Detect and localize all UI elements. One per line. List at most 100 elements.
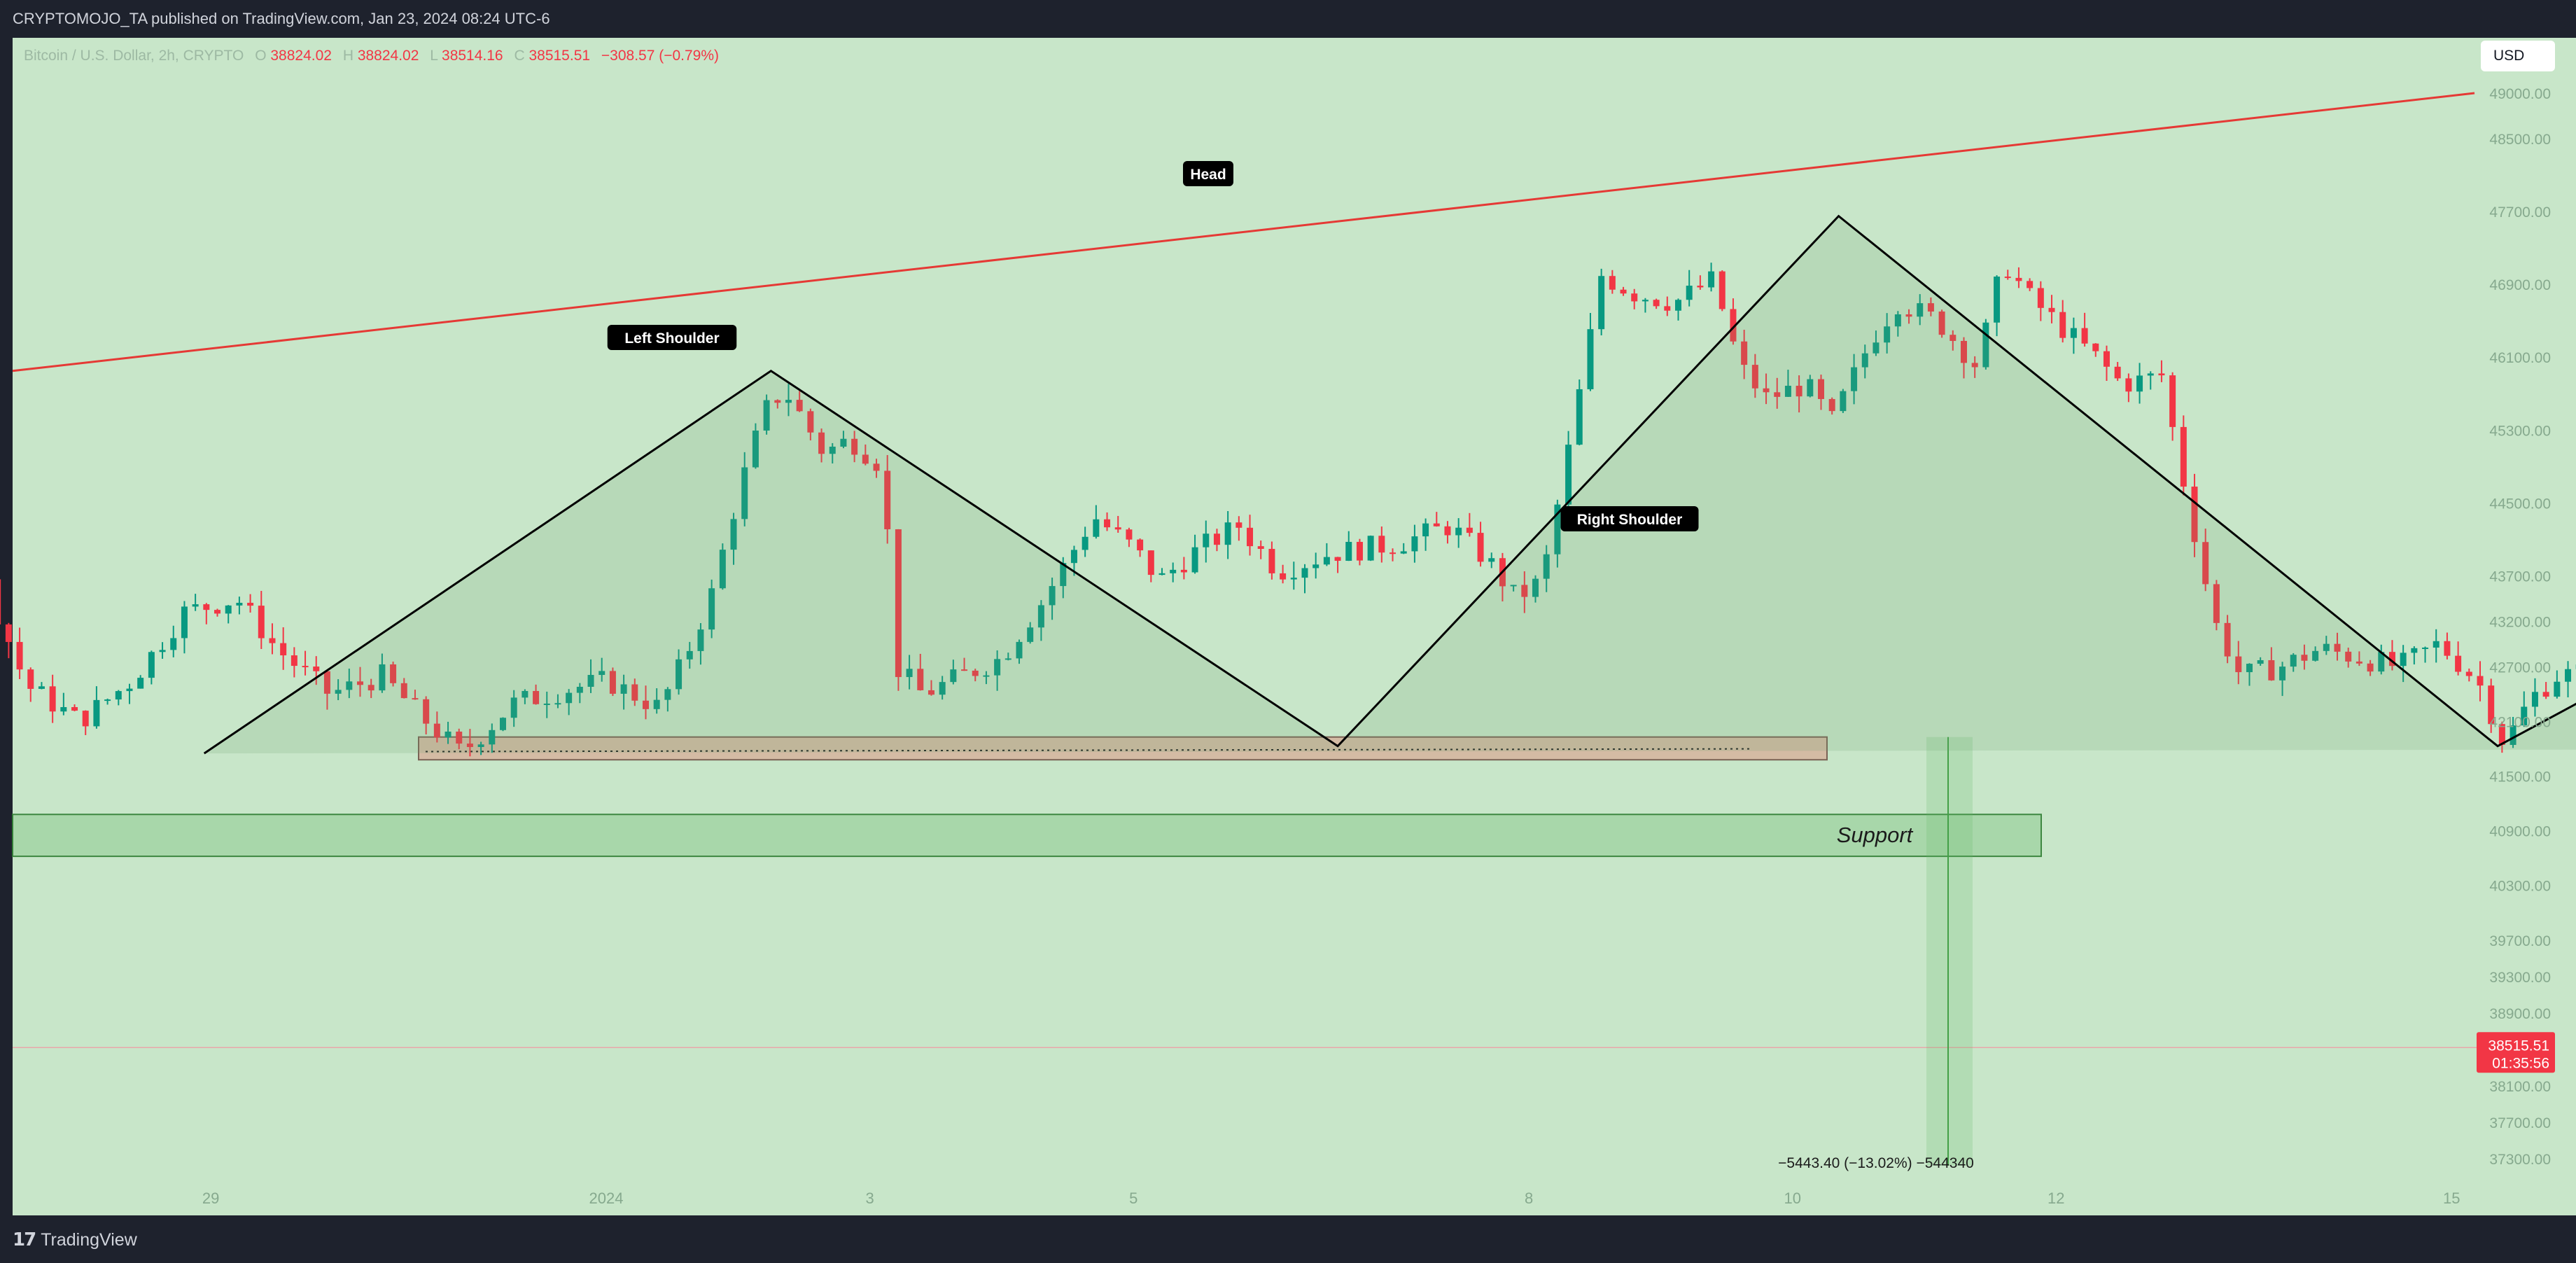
- candle-up: [676, 659, 682, 690]
- candle-down: [269, 638, 276, 643]
- price-axis[interactable]: [2477, 38, 2576, 1215]
- candle-down: [1905, 314, 1912, 317]
- candle-up: [225, 605, 232, 614]
- candle-up: [620, 684, 627, 694]
- candle-down: [2202, 542, 2209, 585]
- candle-down: [1356, 541, 1363, 561]
- candle-down: [927, 690, 934, 695]
- candle-down: [1147, 550, 1154, 575]
- legend-symbol: Bitcoin / U.S. Dollar, 2h, CRYPTO: [24, 48, 244, 64]
- chart-area[interactable]: [13, 38, 2477, 1215]
- candle-up: [2378, 652, 2385, 672]
- candle-up: [1488, 558, 1495, 562]
- candle-down: [290, 655, 298, 667]
- candle-up: [1851, 367, 1858, 391]
- legend-c-value: 38515.51: [528, 48, 590, 64]
- last-price-value: 38515.51: [2488, 1038, 2549, 1054]
- candle-up: [983, 675, 990, 677]
- candle-up: [1400, 551, 1407, 554]
- candle-up: [181, 606, 188, 639]
- candle-down: [2444, 641, 2451, 656]
- candle-down: [972, 670, 979, 676]
- neckline-zone: [418, 736, 1828, 761]
- candle-down: [280, 643, 287, 656]
- candle-up: [93, 699, 100, 727]
- tradingview-logo[interactable]: 17 TradingView: [13, 1228, 137, 1252]
- candle-down: [884, 470, 891, 529]
- candle-down: [456, 731, 463, 744]
- candle-down: [851, 438, 858, 455]
- candle-up: [379, 664, 386, 691]
- candle-down: [1444, 526, 1451, 536]
- head-label-bg: [1183, 161, 1233, 186]
- candle-down: [1751, 365, 1758, 389]
- candle-down: [2191, 487, 2198, 543]
- candle-up: [1708, 271, 1715, 288]
- candle-up: [1191, 547, 1198, 573]
- candle-up: [1576, 389, 1583, 445]
- candle-down: [1620, 289, 1627, 294]
- candle-up: [2257, 660, 2264, 664]
- candle-up: [2411, 648, 2418, 653]
- candle-up: [543, 703, 550, 705]
- candle-down: [2059, 312, 2066, 338]
- candle-up: [1565, 445, 1572, 505]
- candle-up: [2147, 373, 2154, 376]
- candle-down: [2037, 288, 2044, 308]
- candle-up: [1049, 586, 1056, 606]
- candle-up: [236, 602, 243, 606]
- neckline-dotted-line: [425, 748, 1751, 753]
- candle-up: [1170, 569, 1177, 573]
- candle-up: [719, 550, 726, 589]
- candle-down: [1741, 341, 1748, 365]
- candle-down: [1477, 533, 1484, 562]
- price-tick-label: 46100.00: [2489, 350, 2551, 366]
- candle-down: [5, 624, 12, 642]
- candle-up: [2136, 375, 2143, 392]
- publish-header: CRYPTOMOJO_TA published on TradingView.c…: [0, 0, 2576, 38]
- left-shoulder-label-bg: [607, 325, 737, 350]
- candle-up: [587, 675, 594, 687]
- candle-down: [1938, 311, 1945, 335]
- time-tick-label: 29: [202, 1189, 219, 1207]
- legend-o-value: 38824.02: [270, 48, 332, 64]
- candle-up: [1345, 541, 1352, 561]
- price-tick-label: 43200.00: [2489, 614, 2551, 630]
- candle-up: [1587, 329, 1594, 389]
- candle-down: [2125, 378, 2132, 392]
- candle-down: [796, 400, 803, 412]
- candle-down: [1817, 379, 1824, 399]
- candle-down: [1971, 363, 1978, 368]
- price-tick-label: 38100.00: [2489, 1079, 2551, 1095]
- candle-down: [2488, 685, 2495, 725]
- candle-up: [1093, 519, 1100, 537]
- legend-h-label: H: [343, 48, 354, 64]
- candle-down: [873, 463, 880, 471]
- legend-o-label: O: [255, 48, 266, 64]
- currency-button[interactable]: USD: [2481, 41, 2555, 71]
- candle-down: [2114, 366, 2121, 379]
- candle-up: [2323, 643, 2330, 651]
- candle-down: [1828, 398, 1835, 412]
- candle-down: [1180, 569, 1187, 573]
- candle-down: [2367, 663, 2374, 672]
- candle-down: [433, 723, 440, 738]
- head-shoulders-line: [203, 214, 2576, 755]
- candle-down: [807, 411, 814, 433]
- candle-down: [390, 664, 397, 683]
- candle-down: [1730, 309, 1737, 342]
- candle-down: [1718, 271, 1726, 309]
- candle-down: [368, 685, 374, 691]
- candle-down: [2455, 655, 2462, 672]
- candle-up: [829, 446, 836, 454]
- candle-down: [2026, 281, 2033, 288]
- time-tick-label: 8: [1525, 1189, 1533, 1207]
- time-tick-label: 15: [2443, 1189, 2460, 1207]
- candle-down: [2103, 351, 2110, 367]
- candle-up: [148, 652, 155, 678]
- head-label: Head: [1190, 167, 1226, 183]
- right-shoulder-label: Right Shoulder: [1577, 512, 1683, 528]
- candle-down: [1466, 527, 1473, 533]
- candle-up: [1070, 550, 1077, 564]
